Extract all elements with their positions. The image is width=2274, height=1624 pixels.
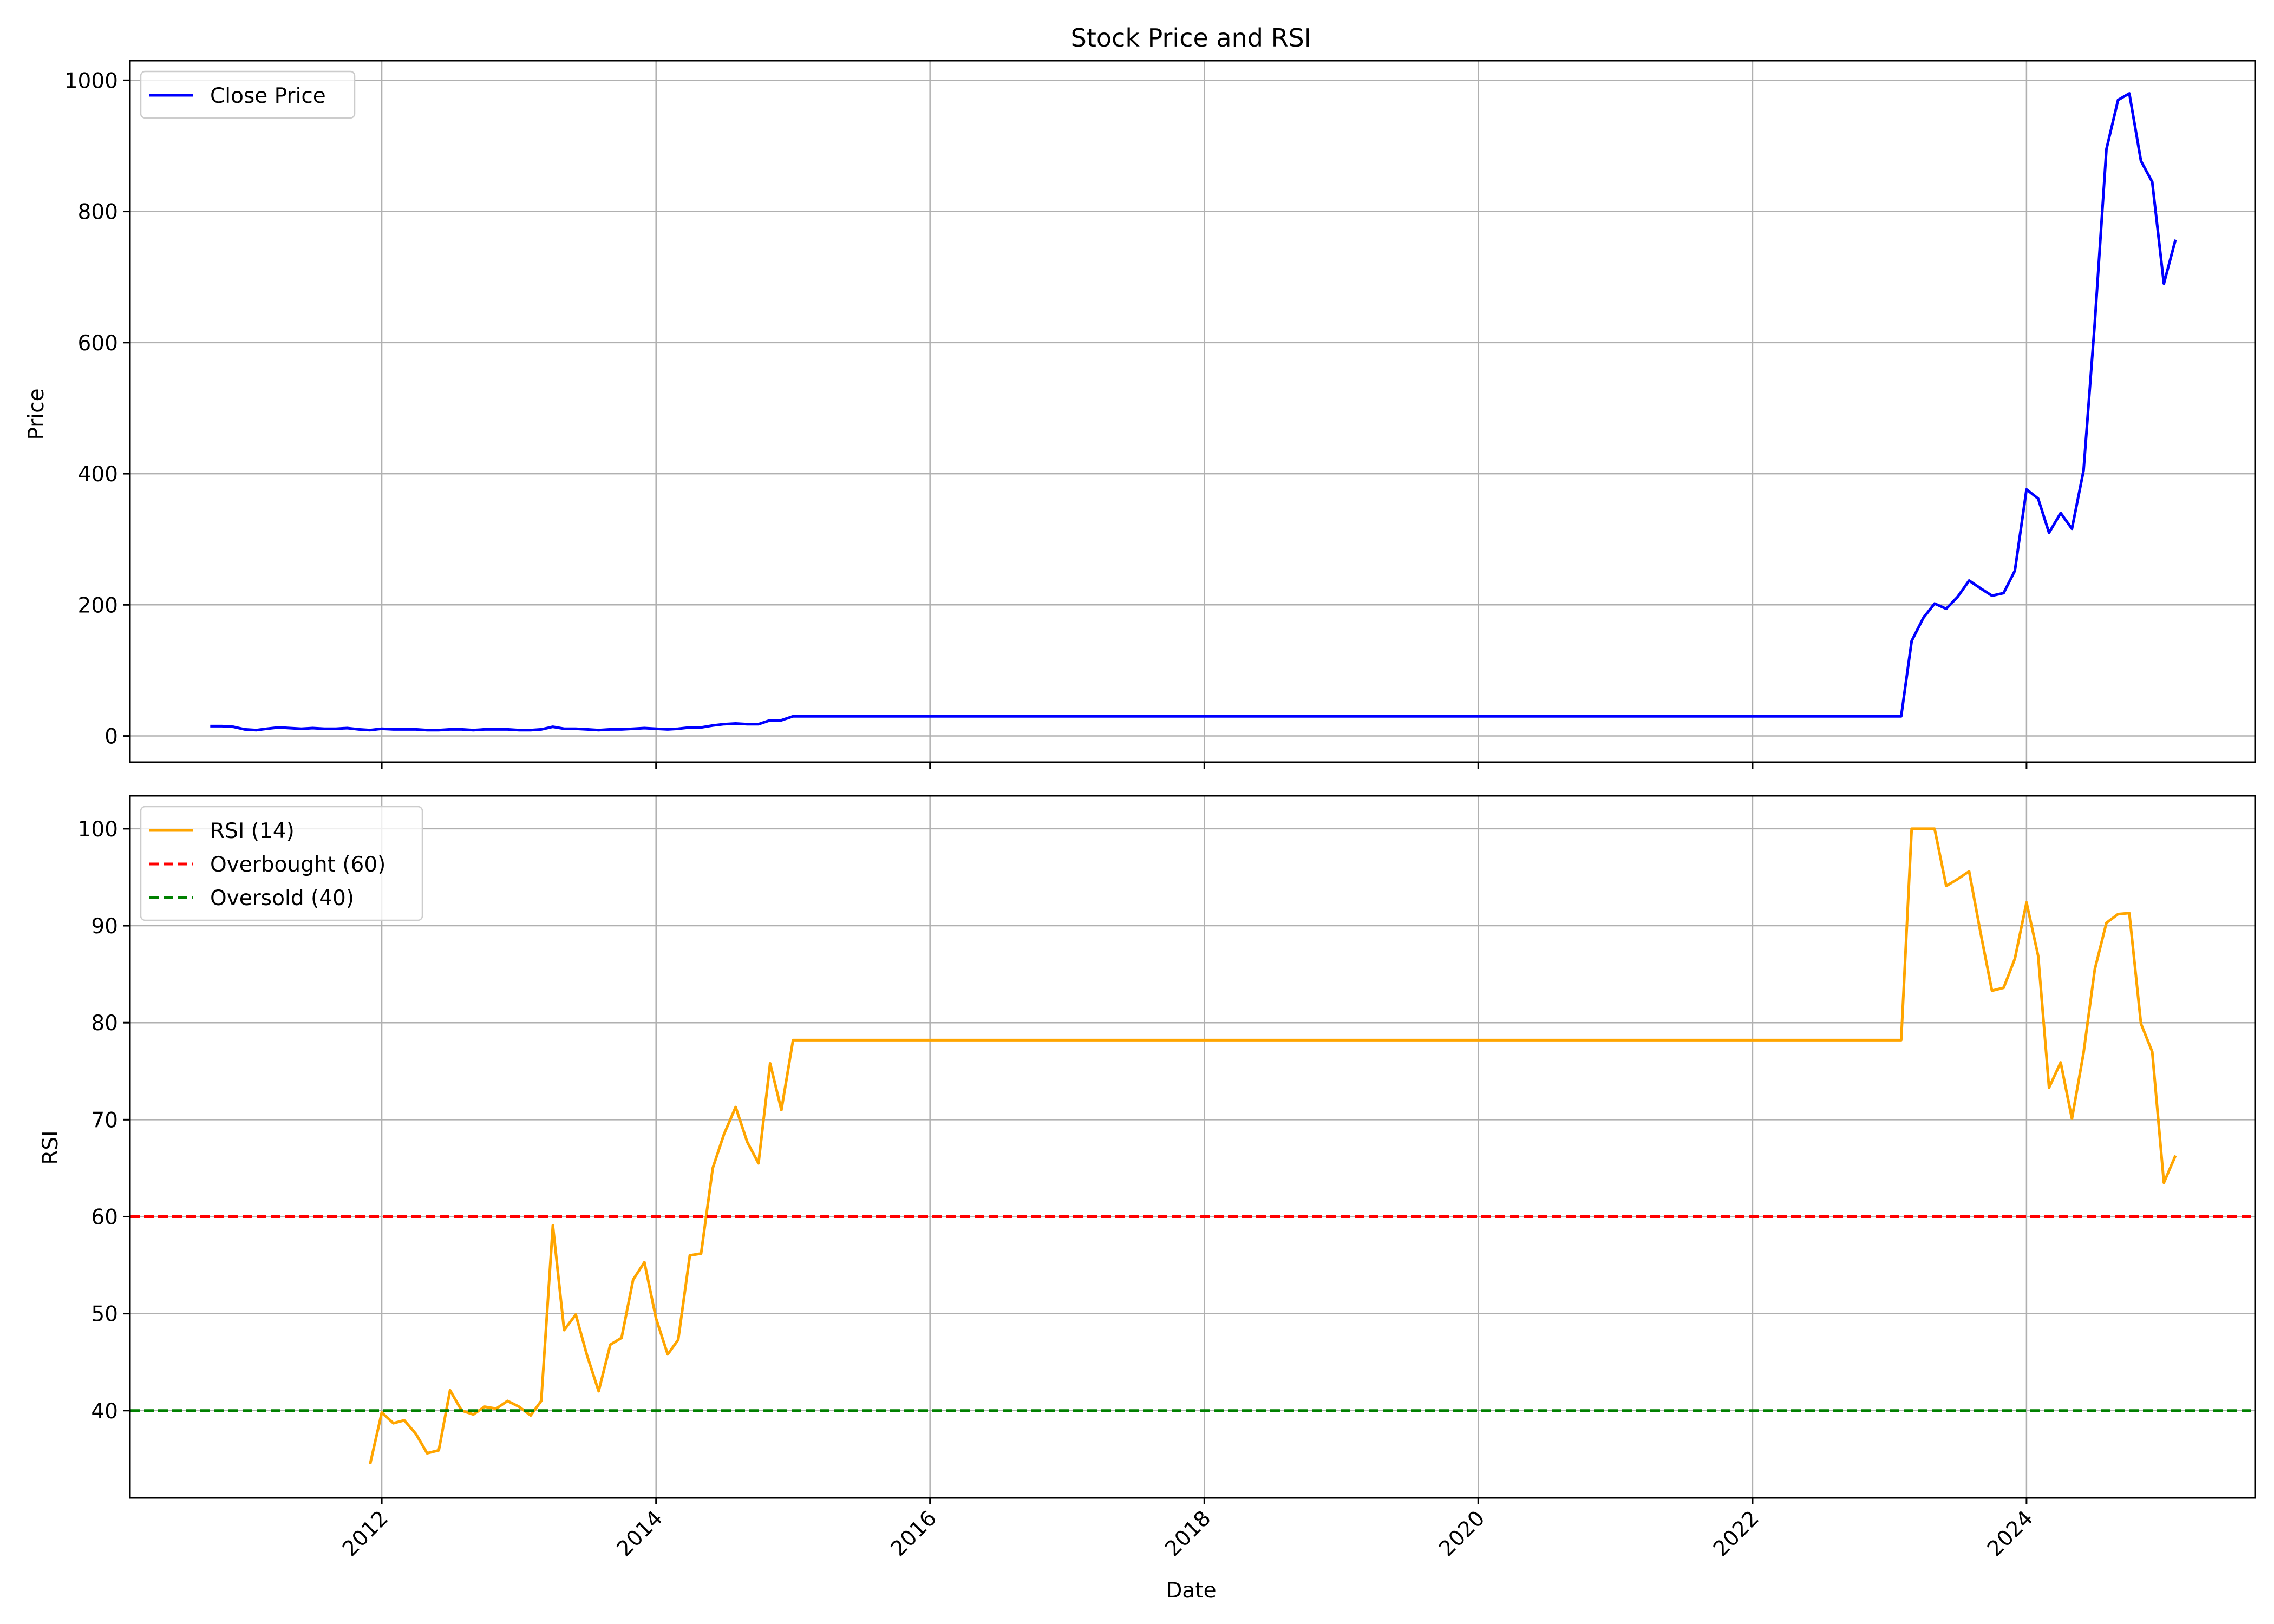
rsi-14-series-line	[369, 827, 2177, 1464]
rsi-y-tick-label: 90	[91, 914, 118, 939]
price-legend-box	[140, 70, 356, 119]
rsi-legend-box	[140, 806, 423, 921]
price-y-tick-label: 600	[78, 331, 118, 356]
legend-label: Overbought (60)	[210, 853, 385, 877]
price-y-tick-label: 800	[78, 200, 118, 225]
price-y-tick-label: 1000	[64, 69, 118, 93]
close-price-series-line	[210, 92, 2177, 732]
price-legend: Close Price	[140, 70, 356, 119]
price-y-tick-label: 400	[78, 462, 118, 487]
price-y-tick-label: 0	[104, 725, 118, 749]
rsi-legend: RSI (14) Overbought (60) Oversold (40)	[140, 806, 423, 921]
price-panel: Price 0 200 400 600 800 1000 Close Price	[24, 60, 2256, 769]
rsi-y-tick-label: 100	[78, 817, 118, 842]
rsi-plot-frame	[129, 795, 2256, 1499]
x-axis-label: Date	[1166, 1579, 1216, 1603]
rsi-y-axis-label: RSI	[38, 1130, 63, 1164]
rsi-y-tick-label: 60	[91, 1205, 118, 1229]
price-y-axis-label: Price	[24, 388, 49, 440]
price-plot-frame	[129, 60, 2256, 763]
rsi-y-tick-label: 70	[91, 1108, 118, 1132]
legend-label: Oversold (40)	[210, 886, 354, 911]
chart-title: Stock Price and RSI	[1071, 23, 1312, 53]
rsi-y-tick-label: 50	[91, 1302, 118, 1327]
legend-label: Close Price	[210, 84, 326, 108]
legend-label: RSI (14)	[210, 819, 295, 843]
rsi-y-tick-label: 80	[91, 1011, 118, 1036]
price-y-tick-label: 200	[78, 593, 118, 618]
rsi-y-tick-label: 40	[91, 1399, 118, 1424]
